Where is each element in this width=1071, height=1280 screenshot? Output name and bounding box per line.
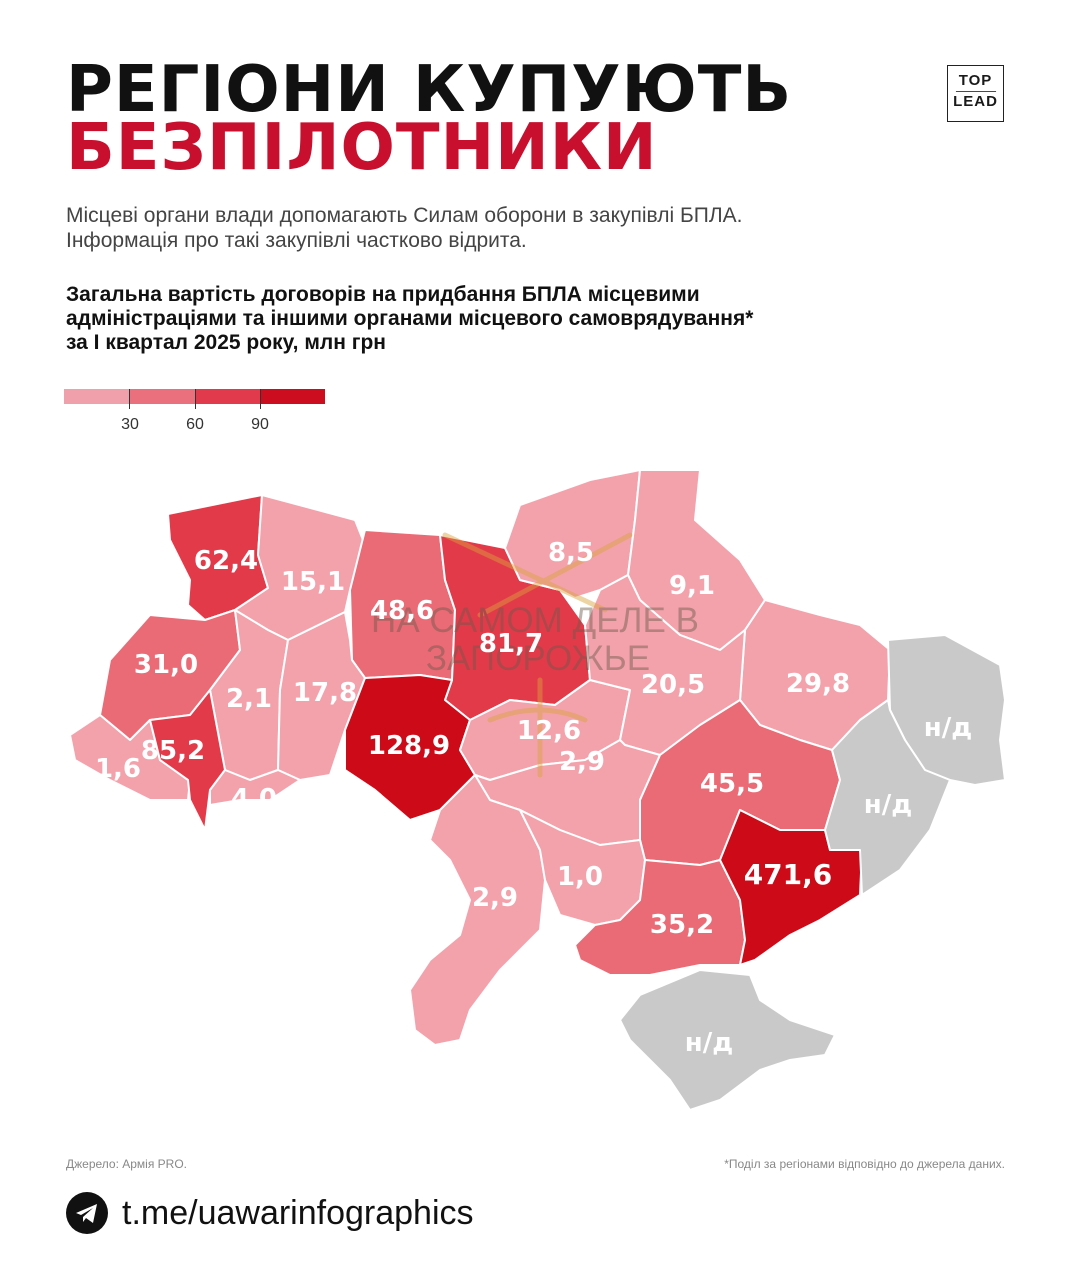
- label-odesa: 2,9: [472, 883, 518, 913]
- label-kharkiv: 29,8: [786, 669, 850, 699]
- label-kyiv-oblast: 81,7: [479, 629, 543, 659]
- label-crimea: н/д: [685, 1028, 733, 1058]
- label-zaporizhzhia: 471,6: [744, 858, 833, 891]
- subtitle-line-2: Інформація про такі закупівлі частково в…: [66, 229, 527, 252]
- label-ternopil: 2,1: [226, 684, 272, 714]
- label-volyn: 62,4: [194, 546, 258, 576]
- title-line-1: РЕГІОНИ КУПУЮТЬ: [66, 53, 793, 127]
- label-luhansk: н/д: [924, 713, 972, 743]
- logo-top-text: TOP: [958, 72, 993, 89]
- chart-description: Загальна вартість договорів на придбання…: [66, 283, 986, 355]
- telegram-link[interactable]: t.me/uawarinfographics: [122, 1194, 474, 1232]
- logo-divider: [955, 91, 996, 92]
- region-labels: 62,4 15,1 48,6 81,7 8,5 9,1 29,8 31,0 2,…: [95, 538, 972, 1058]
- watermark-emblem: [442, 532, 633, 778]
- label-khmelnytskyi: 17,8: [293, 678, 357, 708]
- label-chernivtsi: 4,0: [231, 784, 277, 814]
- logo-bottom-text: LEAD: [953, 93, 998, 110]
- watermark-line-2: ЗАПОРОЖЬЕ: [426, 639, 650, 678]
- legend-tick-mark: [194, 389, 196, 409]
- legend-swatch-3: [194, 389, 260, 409]
- label-vinnytsia: 128,9: [368, 731, 450, 761]
- label-kirovohrad: 2,9: [559, 747, 605, 777]
- label-ivano-frankivsk: 85,2: [141, 736, 205, 766]
- label-donetsk: н/д: [864, 790, 912, 820]
- label-poltava: 20,5: [641, 670, 705, 700]
- title-line-2: БЕЗПІЛОТНИКИ: [66, 111, 658, 185]
- watermark-line-1: НА САМОМ ДЕЛЕ В: [371, 601, 699, 640]
- legend-swatch-2: [129, 389, 195, 409]
- region-donetsk: [824, 699, 951, 896]
- description-line-1: Загальна вартість договорів на придбання…: [66, 283, 700, 306]
- label-sumy: 9,1: [669, 571, 715, 601]
- toplead-logo: TOP LEAD: [947, 65, 1004, 122]
- label-dnipropetrovsk: 45,5: [700, 769, 764, 799]
- region-ivano-frankivsk: [149, 689, 226, 831]
- label-mykolaiv: 1,0: [557, 862, 603, 892]
- region-crimea: [619, 969, 836, 1111]
- legend-tick-30: 30: [121, 416, 139, 433]
- telegram-plane-glyph: [76, 1204, 97, 1223]
- legend-tick-mark: [129, 389, 131, 409]
- footnote: *Поділ за регіонами відповідно до джерел…: [724, 1157, 1005, 1171]
- label-chernihiv: 8,5: [548, 538, 594, 568]
- watermark: НА САМОМ ДЕЛЕ В ЗАПОРОЖЬЕ: [371, 532, 699, 778]
- legend-tick-60: 60: [186, 416, 204, 433]
- telegram-icon[interactable]: [66, 1192, 108, 1234]
- color-legend: [64, 389, 325, 409]
- label-cherkasy: 12,6: [517, 716, 581, 746]
- legend-swatch-4: [259, 389, 325, 409]
- label-zhytomyr: 48,6: [370, 596, 434, 626]
- description-line-3: за I квартал 2025 року, млн грн: [66, 331, 386, 354]
- label-lviv: 31,0: [134, 650, 198, 680]
- label-rivne: 15,1: [281, 567, 345, 597]
- label-kherson: 35,2: [650, 910, 714, 940]
- subtitle: Місцеві органи влади допомагають Силам о…: [66, 203, 986, 253]
- legend-tick-90: 90: [251, 416, 269, 433]
- subtitle-line-1: Місцеві органи влади допомагають Силам о…: [66, 204, 743, 227]
- region-chernivtsi: [209, 769, 301, 806]
- source-note: Джерело: Армія PRO.: [66, 1157, 188, 1171]
- legend-tick-mark: [259, 389, 261, 409]
- description-line-2: адміністраціями та іншими органами місце…: [66, 307, 754, 330]
- label-zakarpattia: 1,6: [95, 754, 141, 784]
- region-zakarpattia: [69, 714, 191, 801]
- legend-swatch-1: [64, 389, 130, 404]
